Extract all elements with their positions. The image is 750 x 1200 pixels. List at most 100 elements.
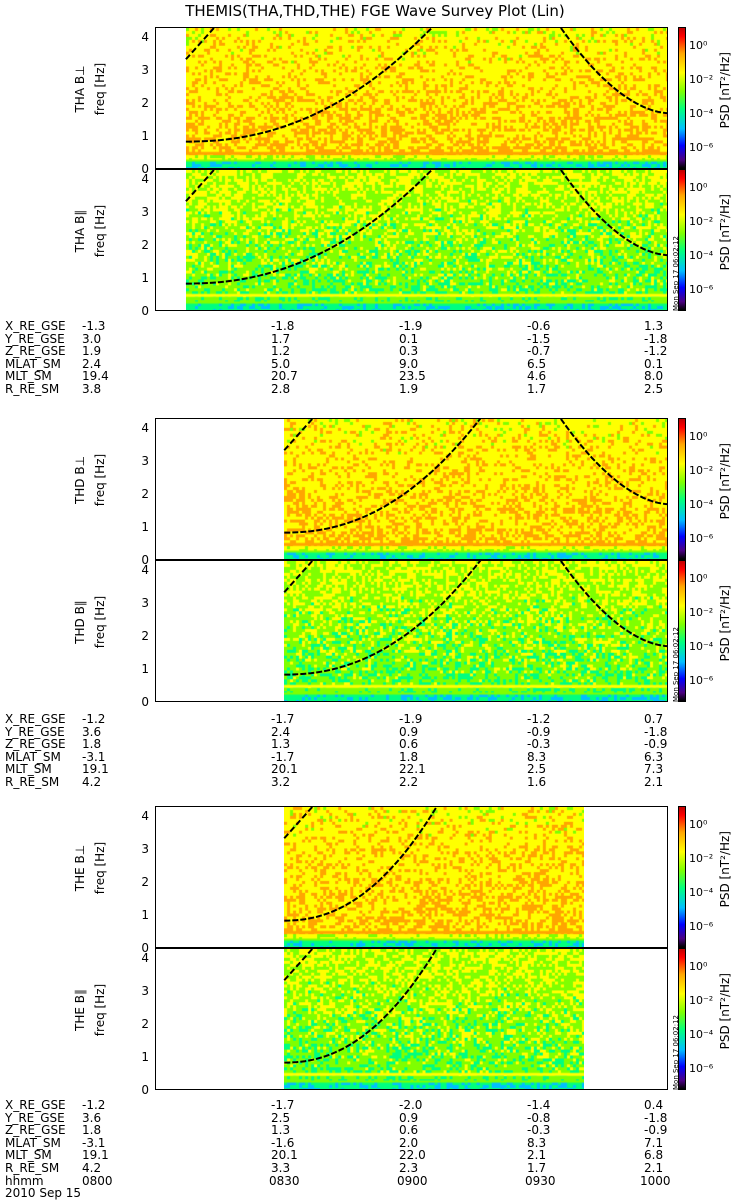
ephemeris-value: -0.9 bbox=[527, 724, 551, 739]
ephemeris-value: 20.7 bbox=[271, 369, 298, 384]
y-tick-label: 3 bbox=[141, 454, 149, 468]
y-tick-label: 1 bbox=[141, 129, 149, 143]
panel-label: THD B∥ bbox=[73, 600, 87, 644]
ephemeris-value: 2.8 bbox=[271, 382, 291, 396]
ephemeris-row-label: X_RE_GSE bbox=[5, 319, 66, 333]
ephemeris-value: -1.4 bbox=[527, 1098, 551, 1112]
ephemeris-value: 3.2 bbox=[271, 775, 291, 789]
ephemeris-value: -1.8 bbox=[644, 1110, 668, 1125]
curve-line-right bbox=[559, 561, 667, 648]
y-tick-label: 2 bbox=[141, 1017, 149, 1031]
ephemeris-value: 22.1 bbox=[399, 762, 426, 777]
colorbar-tick-label: 10⁻⁴ bbox=[689, 249, 714, 262]
y-tick-label: 1 bbox=[141, 662, 149, 676]
colorbar-unit-label: PSD [nT²/Hz] bbox=[718, 585, 732, 662]
plot-title: THEMIS(THA,THD,THE) FGE Wave Survey Plot… bbox=[185, 2, 565, 20]
ephemeris-value: 1.8 bbox=[82, 737, 102, 752]
ephemeris-value: 2.1 bbox=[644, 1161, 664, 1175]
curve-line bbox=[284, 807, 438, 922]
ephemeris-value: 19.4 bbox=[82, 369, 109, 384]
ephemeris-value: 1.8 bbox=[82, 1123, 102, 1138]
colorbar bbox=[678, 27, 686, 169]
spectrogram-panel: THD B∥ freq [Hz] 0 1 2 3 4 Mon Sep 17 06:02:12 … bbox=[73, 560, 687, 708]
ephemeris-value: 1.2 bbox=[271, 344, 291, 359]
y-tick-label: 4 bbox=[141, 951, 149, 965]
y-tick-label: 2 bbox=[141, 487, 149, 501]
colorbar-tick-label: 10⁻⁴ bbox=[689, 498, 714, 511]
ephemeris-value: -1.7 bbox=[271, 1098, 295, 1112]
curve-line bbox=[185, 28, 434, 143]
ephemeris-row-label: R_RE_SM bbox=[5, 382, 60, 396]
ephemeris-value: 2.1 bbox=[644, 775, 664, 789]
colorbar-tick-label: 10⁰ bbox=[689, 572, 708, 585]
ephemeris-row-label: MLT_SM bbox=[5, 762, 52, 777]
ephemeris-row-label: Z_RE_GSE bbox=[5, 1123, 66, 1138]
plot-area bbox=[155, 560, 668, 702]
time-tick-label: 0900 bbox=[397, 1173, 428, 1188]
ephemeris-value: 0.6 bbox=[399, 1123, 419, 1138]
ephemeris-value: 2.5 bbox=[644, 382, 664, 396]
ephemeris-value: -0.8 bbox=[527, 1110, 551, 1125]
ephemeris-value: 2.0 bbox=[399, 1135, 419, 1150]
ephemeris-value: 4.2 bbox=[82, 1161, 102, 1175]
freq-axis-label: freq [Hz] bbox=[93, 841, 107, 895]
ephemeris-value: 3.6 bbox=[82, 724, 102, 739]
gyrofrequency-curve bbox=[283, 561, 667, 676]
ephemeris-value: 0.1 bbox=[399, 331, 419, 346]
colorbar-tick-label: 10⁻⁴ bbox=[689, 640, 714, 653]
colorbar bbox=[678, 418, 686, 560]
curve-line-upper bbox=[185, 170, 215, 202]
spectrogram-panel: THE B∥ freq [Hz] 0 1 2 3 4 Mon Sep 17 06:02:12 … bbox=[73, 948, 687, 1096]
ephemeris-value: 7.3 bbox=[644, 762, 664, 777]
spectrogram-panel: THA B∥ freq [Hz] 0 1 2 3 4 Mon Sep 17 06:02:12 … bbox=[73, 169, 687, 317]
ephemeris-row-label: R_RE_SM bbox=[5, 775, 60, 789]
ephemeris-value: -0.9 bbox=[644, 737, 668, 752]
panel-label: THA B∥ bbox=[73, 209, 87, 253]
y-tick-label: 0 bbox=[141, 695, 149, 709]
colorbar-unit-label: PSD [nT²/Hz] bbox=[718, 831, 732, 908]
ephemeris-value: 20.1 bbox=[271, 1148, 298, 1163]
gyrofrequency-curve bbox=[283, 807, 438, 922]
y-tick-label: 0 bbox=[141, 553, 149, 567]
ephemeris-value: -1.8 bbox=[271, 319, 295, 333]
colorbar-tick-label: 10⁻⁶ bbox=[689, 141, 714, 154]
colorbar-tick-label: 10⁻² bbox=[689, 994, 714, 1007]
plot-area bbox=[155, 806, 668, 948]
colorbar-unit-label: PSD [nT²/Hz] bbox=[718, 973, 732, 1050]
ephemeris-value: 1.7 bbox=[527, 382, 547, 396]
spectrogram-panel: THD B⊥ freq [Hz] 0 1 2 3 4 bbox=[73, 418, 668, 566]
time-tick-label: 0930 bbox=[525, 1173, 556, 1188]
ephemeris-value: -1.2 bbox=[82, 1098, 106, 1112]
ephemeris-value: 1.7 bbox=[527, 1161, 547, 1175]
ephemeris-value: -0.3 bbox=[527, 1123, 551, 1138]
y-tick-label: 3 bbox=[141, 984, 149, 998]
colorbar-tick-label: 10⁰ bbox=[689, 39, 708, 52]
ephemeris-value: 1.6 bbox=[527, 775, 547, 789]
ephemeris-value: 2.5 bbox=[271, 1110, 291, 1125]
freq-axis-label: freq [Hz] bbox=[93, 983, 107, 1037]
ephemeris-value: -0.6 bbox=[527, 319, 551, 333]
spectrogram-image bbox=[185, 28, 667, 168]
panel-label: THD B⊥ bbox=[73, 455, 87, 505]
ephemeris-row-label: MLAT_SM bbox=[5, 1135, 61, 1150]
time-axis-label: hhmm bbox=[5, 1173, 44, 1188]
ephemeris-value: 1.3 bbox=[271, 737, 291, 752]
plot-area bbox=[155, 169, 668, 311]
colorbar-tick-label: 10⁻⁴ bbox=[689, 107, 714, 120]
spectrogram-panel: THE B⊥ freq [Hz] 0 1 2 3 4 bbox=[73, 806, 668, 954]
gyrofrequency-curve bbox=[185, 170, 667, 285]
ephemeris-value: 8.3 bbox=[527, 749, 547, 764]
colorbar bbox=[678, 806, 686, 948]
ephemeris-value: -1.2 bbox=[644, 344, 668, 359]
ephemeris-value: 2.4 bbox=[82, 356, 102, 371]
y-tick-label: 4 bbox=[141, 563, 149, 577]
ephemeris-row-label: Y_RE_GSE bbox=[5, 331, 65, 346]
time-tick-label: 0800 bbox=[82, 1173, 113, 1188]
ephemeris-value: -1.5 bbox=[527, 331, 551, 346]
ephemeris-value: -0.3 bbox=[527, 737, 551, 752]
ephemeris-value: 0.9 bbox=[399, 724, 419, 739]
ephemeris-value: 6.3 bbox=[644, 749, 664, 764]
ephemeris-value: -1.2 bbox=[82, 712, 106, 726]
ephemeris-value: -1.8 bbox=[644, 331, 668, 346]
panel-label: THE B∥ bbox=[73, 989, 87, 1031]
